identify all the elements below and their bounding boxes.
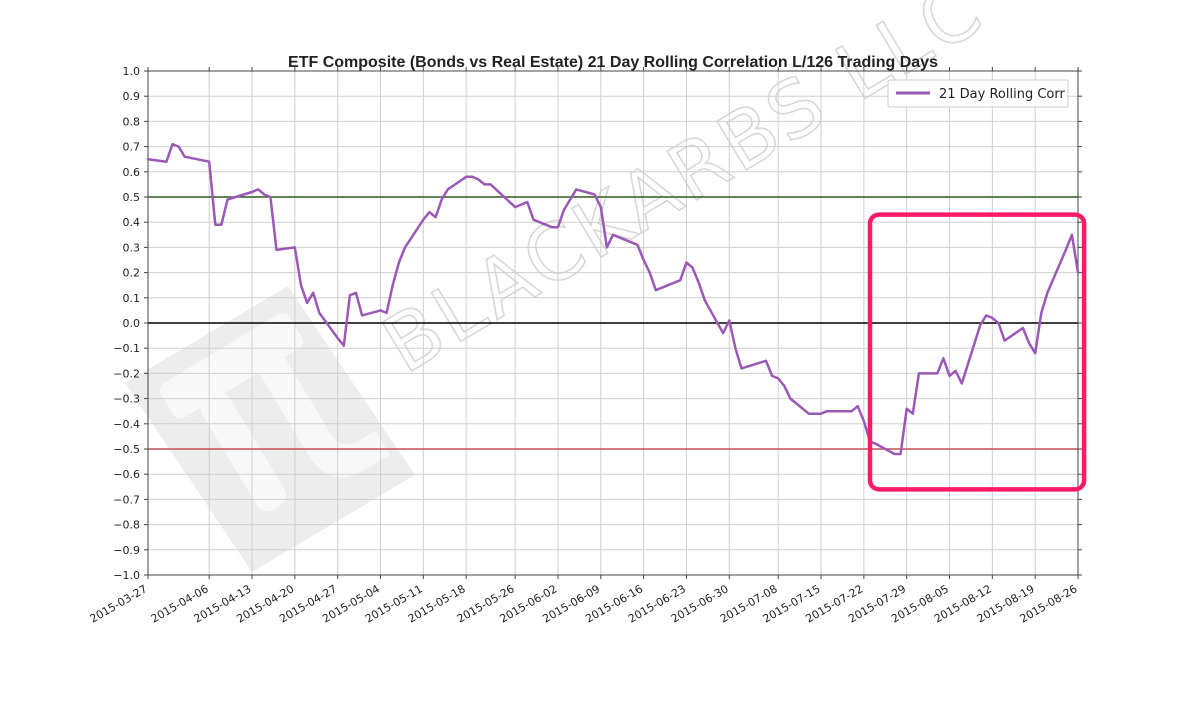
reference-lines — [148, 196, 1078, 450]
legend-label: 21 Day Rolling Corr — [939, 87, 1065, 102]
x-tick-label: 2015-03-27 — [88, 582, 150, 625]
highlight-box — [867, 212, 1087, 492]
y-tick-label: −0.2 — [113, 367, 140, 380]
y-tick-label: 0.0 — [123, 317, 141, 330]
highlight-layer — [867, 212, 1087, 492]
y-tick-label: −1.0 — [113, 569, 140, 582]
y-tick-label: −0.6 — [113, 468, 140, 481]
series-layer — [146, 142, 1080, 456]
y-tick-label: 0.4 — [123, 216, 141, 229]
y-tick-label: 0.7 — [123, 141, 141, 154]
watermark-logo-icon — [125, 286, 415, 572]
y-tick-label: −0.5 — [113, 443, 140, 456]
series-line — [146, 142, 1080, 456]
y-tick-label: 0.8 — [123, 115, 141, 128]
y-tick-label: −0.9 — [113, 544, 140, 557]
y-tick-label: 0.1 — [123, 292, 141, 305]
y-tick-label: 0.5 — [123, 191, 141, 204]
y-tick-label: −0.3 — [113, 393, 140, 406]
y-tick-label: −0.1 — [113, 342, 140, 355]
legend: 21 Day Rolling Corr — [887, 79, 1069, 108]
legend-box — [887, 79, 1069, 108]
y-tick-label: −0.8 — [113, 519, 140, 532]
y-tick-label: −0.7 — [113, 493, 140, 506]
chart-title: ETF Composite (Bonds vs Real Estate) 21 … — [288, 54, 938, 71]
y-tick-label: 0.6 — [123, 166, 141, 179]
y-tick-label: 0.9 — [123, 90, 141, 103]
y-tick-label: 1.0 — [123, 65, 141, 78]
y-tick-label: −0.4 — [113, 418, 140, 431]
y-axis: 1.0 0.9 0.8 0.7 0.6 0.5 0.4 0.3 0.2 0.1 0.0 −0.1 −0.… — [113, 65, 1082, 582]
y-tick-label: 0.3 — [123, 241, 141, 254]
y-tick-label: 0.2 — [123, 267, 141, 280]
